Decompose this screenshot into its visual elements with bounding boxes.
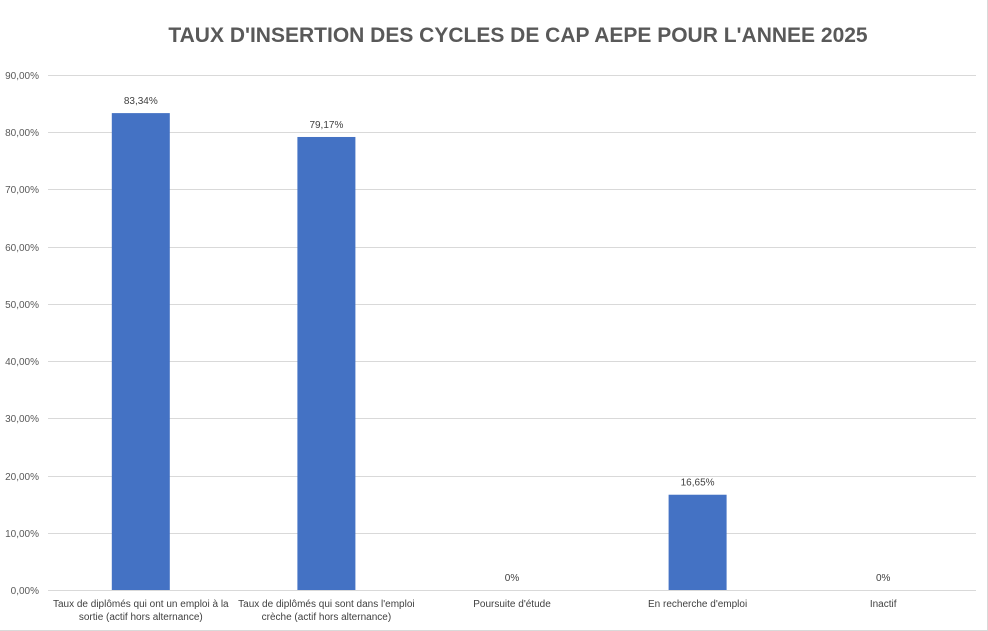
category-labels: Taux de diplômés qui ont un emploi à la s… <box>53 599 897 623</box>
data-label: 0% <box>505 573 520 584</box>
data-label: 79,17% <box>309 120 343 131</box>
y-tick-label: 70,00% <box>5 185 39 196</box>
y-tick-label: 90,00% <box>5 71 39 82</box>
bar <box>111 113 170 591</box>
x-tick-label: Inactif <box>870 599 897 610</box>
data-labels: 83,34% 79,17% 0% 16,65% 0% <box>124 96 891 584</box>
y-tick-label: 60,00% <box>5 243 39 254</box>
y-tick-label: 40,00% <box>5 357 39 368</box>
x-tick-label: Taux de diplômés qui sont dans l'emploi c… <box>238 599 414 623</box>
bar <box>297 136 356 590</box>
chart-title: TAUX D'INSERTION DES CYCLES DE CAP AEPE … <box>168 24 868 47</box>
gridlines <box>48 75 976 591</box>
x-tick-label: Taux de diplômés qui ont un emploi à la s… <box>53 599 229 623</box>
bar <box>668 494 727 590</box>
y-tick-label: 10,00% <box>5 529 39 540</box>
y-axis-ticks: 0,00% 10,00% 20,00% 30,00% 40,00% 50,00% 60,00… <box>5 71 39 597</box>
x-tick-label: Poursuite d'étude <box>473 599 551 610</box>
data-label: 0% <box>876 573 891 584</box>
bars <box>111 113 727 591</box>
data-label: 83,34% <box>124 96 158 107</box>
y-tick-label: 80,00% <box>5 128 39 139</box>
y-tick-label: 0,00% <box>11 586 39 597</box>
x-tick-label: En recherche d'emploi <box>648 599 747 610</box>
y-tick-label: 50,00% <box>5 300 39 311</box>
data-label: 16,65% <box>681 478 715 489</box>
y-tick-label: 20,00% <box>5 472 39 483</box>
y-tick-label: 30,00% <box>5 414 39 425</box>
